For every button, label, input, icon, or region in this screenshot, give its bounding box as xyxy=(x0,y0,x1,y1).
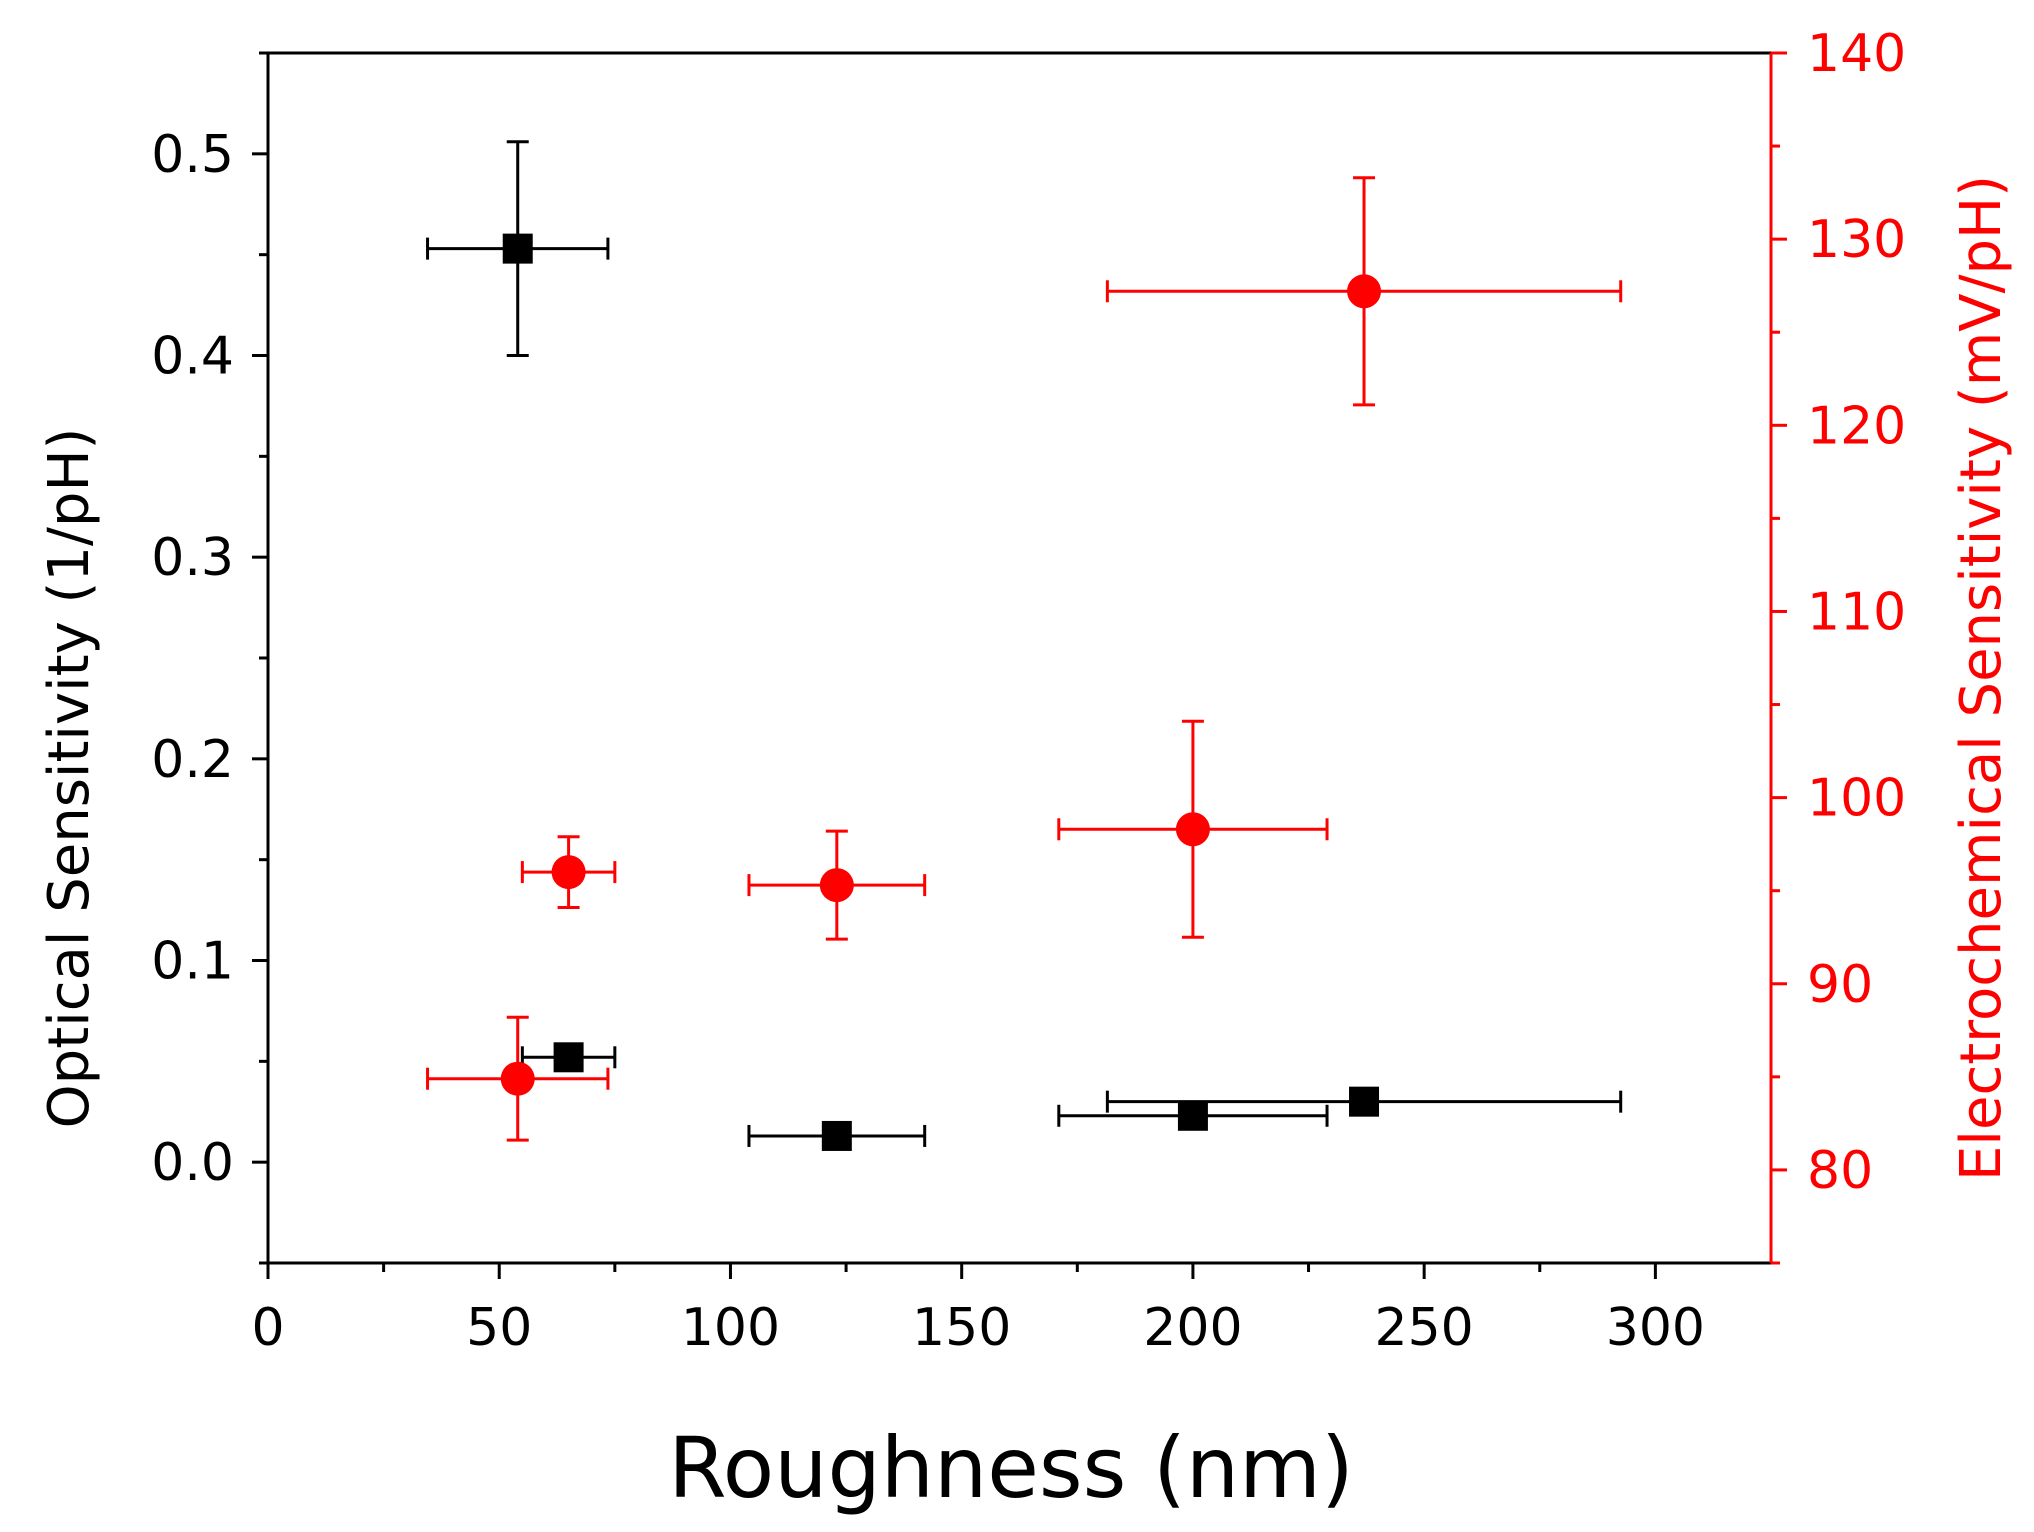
y-right-tick-label: 140 xyxy=(1807,24,1906,84)
x-tick-label: 150 xyxy=(912,1298,1011,1358)
electrochemical-data-point xyxy=(500,1061,535,1096)
electrochemical-data-point xyxy=(551,855,586,890)
x-tick-label: 300 xyxy=(1606,1298,1705,1358)
y-right-tick-label: 80 xyxy=(1807,1141,1873,1201)
electrochemical-point-group xyxy=(747,829,927,941)
y-left-tick-label: 0.2 xyxy=(151,730,234,790)
electrochemical-point-group xyxy=(520,835,617,909)
optical-point-group xyxy=(747,1120,927,1151)
optical-data-point xyxy=(1177,1100,1208,1131)
electrochemical-data-point xyxy=(1175,812,1210,847)
optical-point-group xyxy=(426,140,610,357)
optical-data-point xyxy=(821,1120,852,1151)
y-left-tick-label: 0.4 xyxy=(151,327,234,387)
electrochemical-point-group xyxy=(1057,719,1329,939)
y-right-axis-title: Electrochemical Sensitivity (mV/pH) xyxy=(1949,175,2014,1181)
y-left-tick-label: 0.5 xyxy=(151,125,234,185)
y-right-tick-label: 100 xyxy=(1807,769,1906,829)
x-axis-title: Roughness (nm) xyxy=(668,1419,1354,1517)
optical-data-point xyxy=(1349,1086,1380,1117)
electrochemical-data-point xyxy=(1347,274,1382,309)
y-left-axis-title: Optical Sensitivity (1/pH) xyxy=(37,428,102,1129)
y-left-tick-label: 0.0 xyxy=(151,1133,234,1193)
electrochemical-point-group xyxy=(426,1015,610,1142)
optical-data-point xyxy=(502,233,533,264)
y-right-tick-label: 90 xyxy=(1807,955,1873,1015)
electrochemical-data-point xyxy=(819,868,854,903)
electrochemical-point-group xyxy=(1105,176,1623,407)
optical-point-group xyxy=(1105,1086,1623,1117)
y-left-tick-label: 0.1 xyxy=(151,932,234,992)
optical-data-point xyxy=(553,1042,584,1073)
x-tick-label: 250 xyxy=(1375,1298,1474,1358)
y-right-tick-label: 130 xyxy=(1807,210,1906,270)
y-right-tick-label: 110 xyxy=(1807,582,1906,642)
x-tick-label: 50 xyxy=(466,1298,532,1358)
y-left-tick-label: 0.3 xyxy=(151,528,234,588)
optical-point-group xyxy=(1057,1100,1329,1131)
x-tick-label: 100 xyxy=(681,1298,780,1358)
optical-point-group xyxy=(520,1042,617,1073)
x-tick-label: 0 xyxy=(251,1298,284,1358)
x-tick-label: 200 xyxy=(1143,1298,1242,1358)
y-right-tick-label: 120 xyxy=(1807,396,1906,456)
